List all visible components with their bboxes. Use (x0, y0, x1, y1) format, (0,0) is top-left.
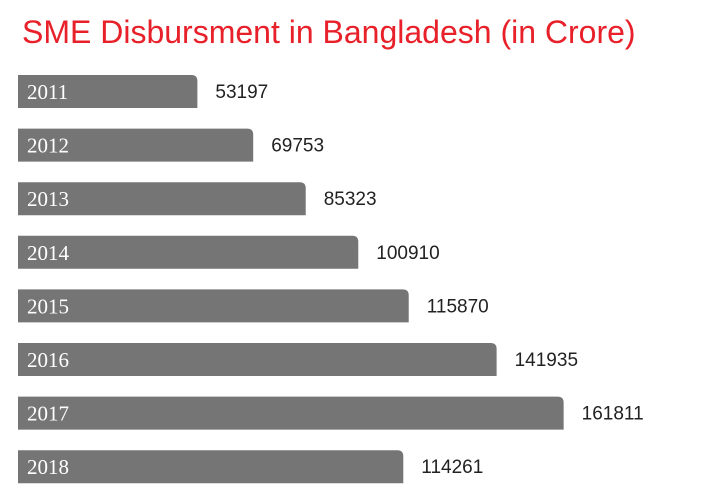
bar-group-2012: 2012 69753 (18, 128, 324, 162)
bar-2012 (18, 128, 254, 162)
bar-2013 (18, 182, 306, 216)
category-label-2011: 2011 (27, 80, 68, 104)
category-label-2017: 2017 (27, 402, 69, 426)
category-label-2018: 2018 (27, 455, 69, 479)
bar-group-2015: 2015 115870 (18, 289, 489, 323)
category-label-2016: 2016 (27, 348, 69, 372)
bar-group-2011: 2011 53197 (18, 75, 268, 108)
category-label-2012: 2012 (27, 134, 69, 158)
value-label-2017: 161811 (582, 404, 644, 425)
bar-group-2013: 2013 85323 (18, 182, 377, 216)
bar-2015 (18, 289, 409, 323)
value-label-2014: 100910 (376, 243, 439, 264)
bar-2017 (18, 396, 564, 430)
value-label-2015: 115870 (427, 296, 489, 317)
bar-group-2014: 2014 100910 (18, 235, 440, 269)
bar-2014 (18, 235, 359, 269)
bar-2018 (18, 450, 404, 484)
bar-2011 (18, 75, 198, 108)
value-label-2011: 53197 (215, 82, 268, 103)
value-label-2013: 85323 (324, 189, 377, 210)
category-label-2014: 2014 (27, 241, 70, 265)
value-label-2012: 69753 (271, 136, 324, 157)
bar-2016 (18, 343, 497, 376)
category-label-2013: 2013 (27, 187, 69, 211)
bar-group-2016: 2016 141935 (18, 343, 578, 376)
category-label-2015: 2015 (27, 294, 69, 318)
value-label-2018: 114261 (421, 457, 483, 478)
value-label-2016: 141935 (515, 350, 578, 371)
bar-group-2018: 2018 114261 (18, 450, 483, 484)
chart-title: SME Disbursment in Bangladesh (in Crore) (22, 14, 636, 50)
bar-group-2017: 2017 161811 (18, 396, 644, 430)
